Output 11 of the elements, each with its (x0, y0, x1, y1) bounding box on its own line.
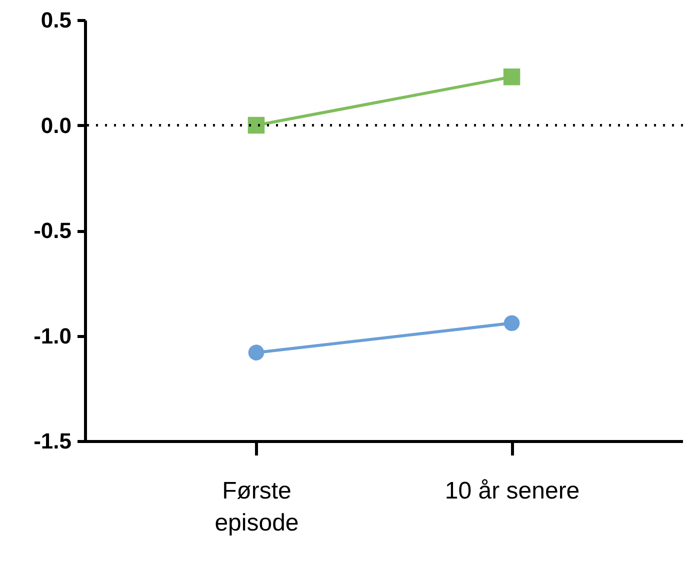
y-tick-label: -1.0 (34, 323, 72, 348)
y-tick-label: -0.5 (34, 218, 72, 243)
point (503, 68, 520, 86)
x-tick-label: 10 år senere (444, 478, 580, 504)
x-tick-label: Første episode (214, 478, 299, 536)
point (248, 344, 264, 360)
point (504, 315, 520, 332)
point (248, 116, 265, 134)
y-tick-label: -1.5 (34, 428, 72, 454)
y-tick-label: 0.0 (40, 112, 72, 138)
y-tick-label: 0.5 (40, 8, 72, 32)
